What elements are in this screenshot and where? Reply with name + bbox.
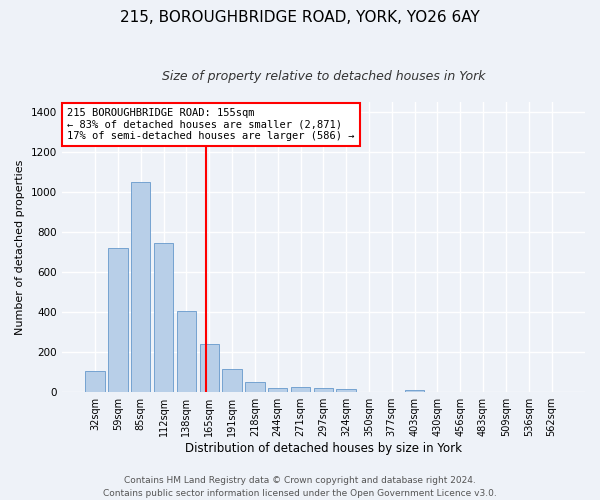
Bar [291,386,310,392]
Text: 215, BOROUGHBRIDGE ROAD, YORK, YO26 6AY: 215, BOROUGHBRIDGE ROAD, YORK, YO26 6AY [120,10,480,25]
Bar [223,369,242,392]
Bar [177,311,196,392]
Bar [131,182,151,392]
Bar [85,371,105,392]
Bar [108,248,128,392]
Bar [337,389,356,392]
Bar [154,242,173,392]
Text: 215 BOROUGHBRIDGE ROAD: 155sqm
← 83% of detached houses are smaller (2,871)
17% : 215 BOROUGHBRIDGE ROAD: 155sqm ← 83% of … [67,108,355,141]
Bar [245,382,265,392]
Bar [314,388,333,392]
Bar [200,344,219,392]
Text: Contains HM Land Registry data © Crown copyright and database right 2024.
Contai: Contains HM Land Registry data © Crown c… [103,476,497,498]
Y-axis label: Number of detached properties: Number of detached properties [15,160,25,335]
Title: Size of property relative to detached houses in York: Size of property relative to detached ho… [161,70,485,83]
Bar [268,388,287,392]
X-axis label: Distribution of detached houses by size in York: Distribution of detached houses by size … [185,442,462,455]
Bar [405,390,424,392]
